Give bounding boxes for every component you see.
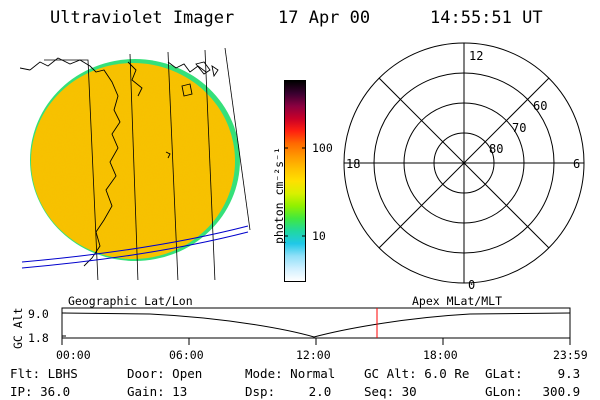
polar-ring-label-70: 70 (512, 121, 526, 135)
orbit-track (21, 225, 249, 263)
info-glat-value: 9.3 (557, 366, 581, 381)
timeline-x-tick-0000: 00:00 (56, 348, 91, 362)
colorbar-ticks (284, 147, 306, 237)
info-door-label: Door: (127, 366, 165, 381)
info-mode-value: Normal (290, 366, 336, 381)
coastline (211, 65, 219, 78)
meridian-line (224, 47, 251, 231)
info-dsp: Dsp: 2.0 (245, 384, 331, 399)
coastline (165, 151, 171, 159)
meridian-line (44, 59, 99, 280)
info-gc-alt-label: GC Alt: (364, 366, 417, 381)
info-dsp-label: Dsp: (245, 384, 276, 399)
timeline-y-tick-bottom: 1.8 (28, 331, 49, 345)
info-mode: Mode: Normal (245, 366, 335, 381)
meridian-line (204, 49, 216, 280)
coastline (181, 83, 193, 97)
observation-date: 17 Apr 00 (278, 8, 371, 28)
info-glat-label: GLat: (485, 366, 523, 381)
polar-plot: 12 0 18 6 80 70 60 (343, 42, 585, 290)
info-filter-label: Flt: (10, 366, 41, 381)
info-seq-value: 30 (401, 384, 417, 399)
earth-disk-texture (31, 63, 235, 259)
coastline (127, 61, 143, 97)
meridian-line (129, 53, 139, 280)
info-seq: Seq: 30 (364, 384, 417, 399)
timeline-x-tick-1200: 12:00 (296, 348, 331, 362)
timeline-x-tick-2359: 23:59 (553, 348, 588, 362)
polar-label-dawn: 6 (573, 157, 580, 171)
timeline-x-tick-0600: 06:00 (169, 348, 204, 362)
instrument-title: Ultraviolet Imager (50, 8, 235, 28)
info-door-value: Open (172, 366, 203, 381)
timeline-y-axis-label: GC Alt (11, 307, 25, 349)
info-filter-value: LBHS (47, 366, 78, 381)
observation-time: 14:55:51 UT (430, 8, 543, 28)
polar-ring-label-80: 80 (489, 142, 503, 156)
info-gain-value: 13 (172, 384, 188, 399)
info-gc-alt-value: 6.0 Re (424, 366, 470, 381)
timeline-y-tick-top: 9.0 (28, 307, 49, 321)
info-door: Door: Open (127, 366, 202, 381)
polar-label-noon: 12 (469, 49, 483, 63)
uv-image-panel (20, 47, 251, 280)
info-glat: GLat: 9.3 (485, 366, 580, 381)
polar-ring-label-60: 60 (533, 99, 547, 113)
timeline-x-tick-1800: 18:00 (423, 348, 458, 362)
colorbar-tick-10: 10 (312, 229, 326, 243)
meridian-line (167, 51, 179, 280)
altitude-curve (61, 312, 571, 338)
coastline (29, 57, 121, 267)
coastline (195, 61, 211, 75)
polar-label-midnight: 0 (468, 278, 475, 290)
info-filter: Flt: LBHS (10, 366, 78, 381)
info-gain-label: Gain: (127, 384, 165, 399)
info-glon-value: 300.9 (542, 384, 581, 399)
info-gc-alt: GC Alt: 6.0 Re (364, 366, 469, 381)
polar-label-dusk: 18 (346, 157, 360, 171)
info-mode-label: Mode: (245, 366, 283, 381)
altitude-timeline (61, 307, 571, 345)
coastline (20, 67, 31, 71)
info-seq-label: Seq: (364, 384, 395, 399)
timeline-left-label: Geographic Lat/Lon (68, 294, 193, 308)
info-glon-label: GLon: (485, 384, 523, 399)
info-gain: Gain: 13 (127, 384, 187, 399)
colorbar-unit-label: photon cm⁻²s⁻¹ (272, 147, 286, 244)
timeline-right-label: Apex MLat/MLT (412, 294, 503, 308)
colorbar (284, 80, 306, 282)
orbit-track (21, 231, 249, 269)
info-ip: IP: 36.0 (10, 384, 70, 399)
info-ip-label: IP: (10, 384, 33, 399)
info-dsp-value: 2.0 (308, 384, 332, 399)
info-glon: GLon: 300.9 (485, 384, 580, 399)
colorbar-tick-100: 100 (312, 141, 333, 155)
info-ip-value: 36.0 (40, 384, 71, 399)
coastline (167, 61, 207, 73)
